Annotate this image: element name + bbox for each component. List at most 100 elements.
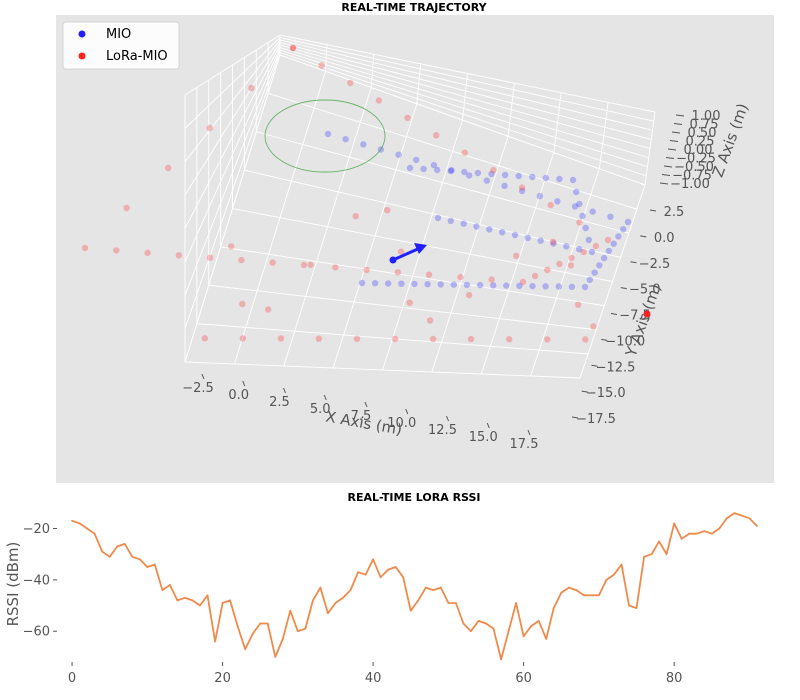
lora-point <box>277 335 285 342</box>
rssi-point <box>725 517 728 520</box>
lora-point <box>384 207 391 214</box>
rssi-point <box>748 517 751 520</box>
rssi-point <box>379 576 382 579</box>
mio-point <box>371 280 379 287</box>
wall-grid-line <box>184 37 281 129</box>
rssi-point <box>741 514 743 517</box>
rssi-panel: REAL-TIME LORA RSSI RSSI (dBm) −20 −40 −60… <box>4 491 758 686</box>
lora-point <box>576 219 583 226</box>
lora-point <box>165 164 172 172</box>
z-tick-mark <box>661 174 671 176</box>
lora-point <box>347 79 354 87</box>
current-position-marker <box>389 256 397 264</box>
mio-point <box>550 240 557 247</box>
mio-point <box>358 279 366 287</box>
lora-point <box>457 273 464 281</box>
lora-point <box>592 242 600 250</box>
x-tick-label: 0.0 <box>228 388 249 403</box>
rssi-point <box>304 627 307 630</box>
y-tick-label: −5.0 <box>629 283 661 298</box>
lora-point <box>544 336 551 343</box>
y-tick-mark <box>591 364 598 367</box>
lora-point <box>394 269 402 276</box>
mio-point <box>537 237 544 244</box>
z-tick-labels: 1.000.750.500.250.00−0.25−0.50−0.75−1.00 <box>659 109 721 192</box>
lora-point <box>318 62 325 69</box>
rssi-point <box>560 591 563 594</box>
lora-point <box>332 264 339 271</box>
z-tick-label: 0.00 <box>684 143 713 158</box>
rssi-point <box>485 622 487 625</box>
mio-point <box>385 280 392 287</box>
rssi-point <box>146 566 149 568</box>
rssi-point <box>673 522 676 525</box>
rssi-point <box>417 599 420 602</box>
lora-point <box>568 254 575 262</box>
wall-grid-line <box>507 83 515 137</box>
z-tick-mark <box>671 131 681 134</box>
rssi-y-tick-label: −20 <box>23 522 50 537</box>
lora-point <box>397 248 405 255</box>
floor-grid-line <box>267 92 638 210</box>
rssi-x-tick-label: 0 <box>68 671 76 686</box>
lora-point <box>406 299 413 306</box>
mio-point <box>437 281 444 288</box>
z-tick-label: 1.00 <box>692 109 721 124</box>
lora-point <box>201 335 208 342</box>
x-tick-mark <box>201 373 205 380</box>
mio-point <box>499 229 506 236</box>
lora-point <box>289 44 297 52</box>
mio-point <box>605 247 613 255</box>
floor-grid-line <box>480 152 555 375</box>
legend-box <box>62 21 180 70</box>
x-tick-label: 17.5 <box>510 437 539 452</box>
wall-grid-line <box>644 111 656 186</box>
mio-point <box>591 269 598 276</box>
rssi-point <box>665 553 668 556</box>
rssi-point <box>598 594 600 597</box>
rssi-x-tick-label: 60 <box>515 671 532 686</box>
mio-point <box>342 136 349 143</box>
rssi-title: REAL-TIME LORA RSSI <box>347 491 480 504</box>
rssi-point <box>537 620 540 622</box>
floor-grid-line <box>530 168 600 377</box>
rssi-point <box>206 594 209 597</box>
mio-point <box>463 281 471 289</box>
lora-point <box>289 44 297 52</box>
mio-point <box>620 226 627 233</box>
lora-point <box>556 260 563 268</box>
mio-point <box>555 283 562 290</box>
lora-point <box>175 252 183 259</box>
lora-point <box>513 252 520 260</box>
rssi-point <box>500 658 502 661</box>
rssi-point <box>477 620 480 622</box>
rssi-point <box>703 530 706 532</box>
rssi-y-axis-label: RSSI (dBm) <box>4 542 22 627</box>
lora-point <box>300 261 308 269</box>
mio-point <box>511 231 519 239</box>
mio-point <box>585 236 592 244</box>
mio-point <box>589 208 596 215</box>
wall-grid-line <box>279 44 651 149</box>
rssi-point <box>650 553 653 556</box>
lora-point <box>490 167 497 174</box>
floor-grid-line <box>256 131 629 234</box>
rssi-point <box>409 609 412 612</box>
lora-point <box>461 149 468 156</box>
rssi-point <box>93 532 96 535</box>
rssi-point <box>357 571 359 574</box>
rssi-point <box>184 596 186 599</box>
trajectory-title: REAL-TIME TRAJECTORY <box>341 1 487 14</box>
z-tick-mark <box>659 182 669 185</box>
rssi-point <box>116 545 119 548</box>
rssi-point <box>718 527 721 530</box>
rssi-point <box>628 604 630 607</box>
mio-point <box>466 172 473 179</box>
mio-point <box>450 281 457 288</box>
x-tick-labels: −2.5 0.0 2.5 5.0 7.5 10.0 12.5 15.0 17.5 <box>182 373 539 452</box>
rssi-point <box>281 638 284 640</box>
rssi-point <box>101 550 104 553</box>
mio-point <box>360 141 367 148</box>
rssi-point <box>191 599 194 602</box>
mio-point <box>488 170 495 178</box>
